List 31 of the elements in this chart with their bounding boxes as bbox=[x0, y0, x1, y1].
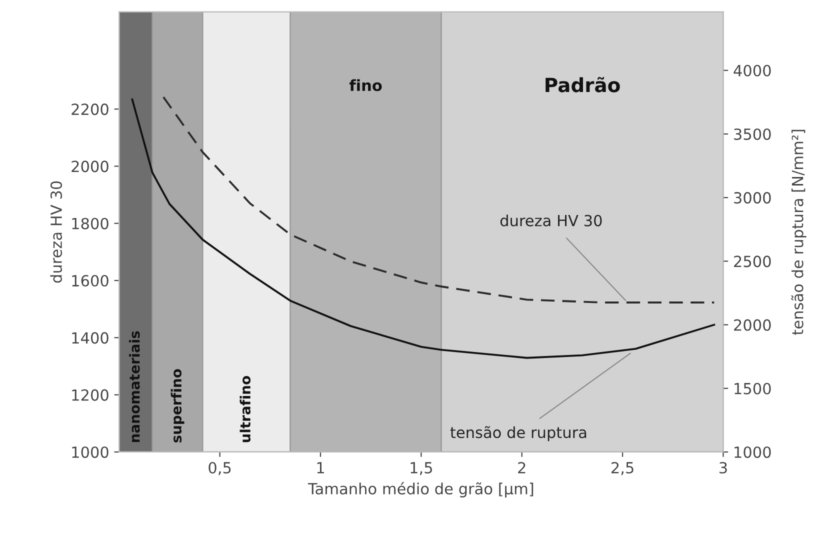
y-tick-label: 2200 bbox=[72, 104, 108, 116]
annotation: dureza HV 30 bbox=[500, 214, 602, 226]
y2-tick-label: 4000 bbox=[734, 64, 771, 76]
x-tick-label: 2,5 bbox=[612, 462, 634, 476]
x-tick-label: 3 bbox=[720, 462, 727, 474]
x-axis-title: Tamanho médio de grão [µm] bbox=[308, 482, 534, 498]
x-tick-label: 0,5 bbox=[208, 462, 231, 476]
y2-tick-label: 1500 bbox=[734, 382, 771, 394]
y-axis-title: dureza HV 30 bbox=[50, 181, 62, 283]
x-tick-label: 1,5 bbox=[410, 462, 432, 476]
annotation: tensão de ruptura bbox=[450, 426, 586, 442]
x-tick-label: 2 bbox=[518, 462, 526, 474]
y2-tick-label: 1000 bbox=[734, 446, 771, 458]
y2-axis-title: tensão de ruptura [N/mm²] bbox=[791, 130, 806, 335]
y-tick-label: 1600 bbox=[72, 274, 108, 287]
y2-tick-label: 2500 bbox=[734, 256, 771, 268]
band-label: superfino bbox=[170, 369, 184, 442]
band-label: ultrafino bbox=[240, 376, 251, 442]
y2-tick-label: 3500 bbox=[734, 128, 771, 140]
y-tick-label: 1800 bbox=[72, 218, 108, 230]
y-tick-label: 1200 bbox=[72, 389, 108, 401]
y-tick-label: 2000 bbox=[72, 160, 108, 172]
line-series bbox=[162, 96, 716, 304]
band-label: nanomateriais bbox=[129, 331, 140, 442]
x-tick-label: 1 bbox=[317, 462, 324, 474]
y-tick-label: 1400 bbox=[72, 332, 108, 344]
band-label: Padrão bbox=[546, 76, 620, 92]
y2-tick-label: 2000 bbox=[734, 319, 771, 331]
band-label: fino bbox=[349, 79, 382, 92]
y-tick-label: 1000 bbox=[72, 446, 108, 458]
y2-tick-label: 3000 bbox=[734, 192, 771, 204]
